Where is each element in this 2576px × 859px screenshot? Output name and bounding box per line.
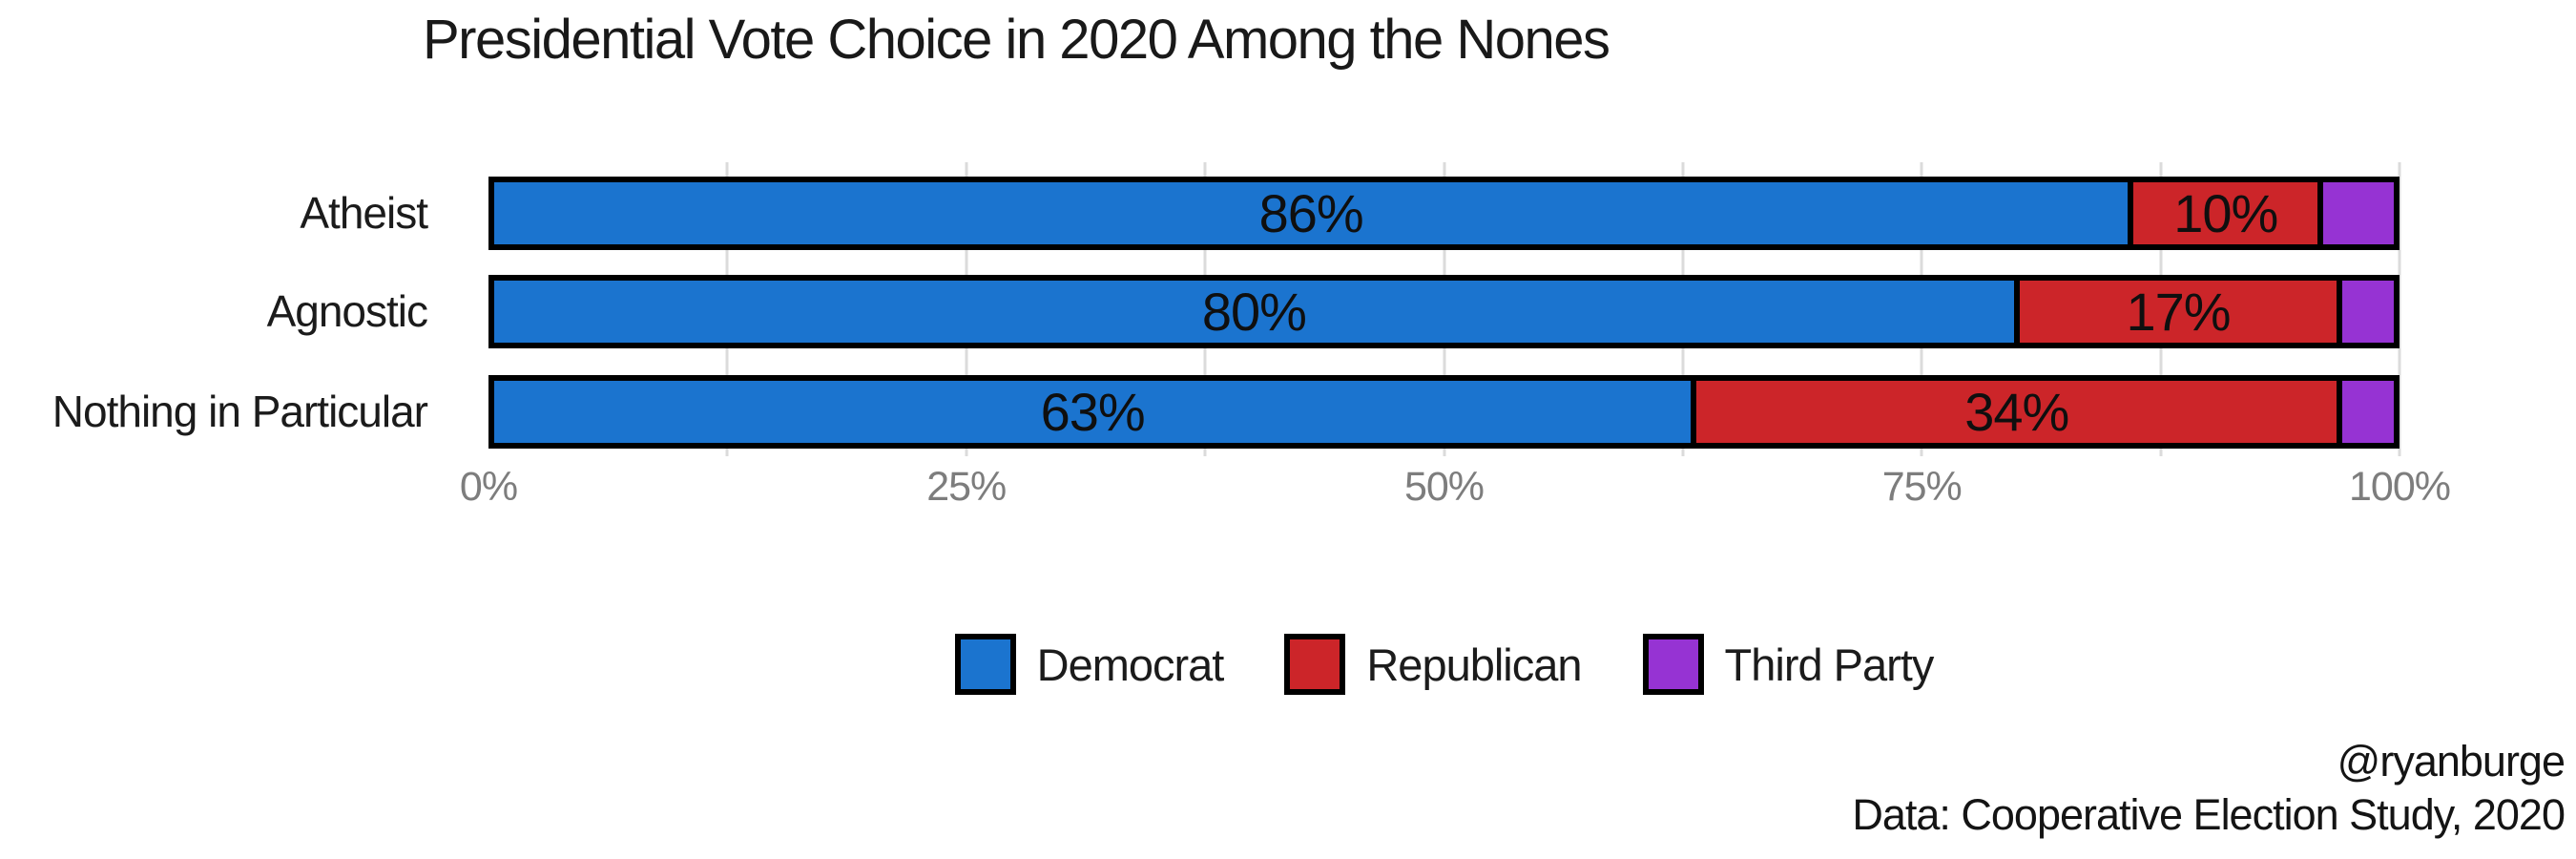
segment-value-label: 86% (1258, 182, 1364, 243)
bar-row-agnostic: Agnostic 80% 17% (0, 275, 2576, 348)
bar-row-nothing-in-particular: Nothing in Particular 63% 34% (0, 375, 2576, 449)
gridline-100 (2398, 162, 2401, 456)
chart-title: Presidential Vote Choice in 2020 Among t… (423, 9, 1610, 71)
bar-segment-democrat: 80% (494, 281, 2014, 343)
bar-segment-republican: 34% (1691, 381, 2337, 443)
category-label: Nothing in Particular (52, 387, 428, 436)
bar-segment-third-party (2337, 281, 2394, 343)
legend-swatch (1642, 634, 1704, 695)
caption: @ryanburge Data: Cooperative Election St… (1852, 735, 2566, 842)
segment-value-label: 63% (1040, 381, 1146, 442)
legend-item-republican: Republican (1284, 634, 1583, 695)
bar-segment-democrat: 63% (494, 381, 1692, 443)
bar-segment-third-party (2337, 381, 2394, 443)
bar-row-atheist: Atheist 86% 10% (0, 177, 2576, 250)
segment-value-label: 17% (2126, 281, 2231, 342)
legend-swatch (1284, 634, 1346, 695)
category-label: Atheist (300, 188, 428, 238)
segment-value-label: 34% (1964, 381, 2069, 442)
caption-handle: @ryanburge (2337, 737, 2566, 786)
bar-segment-democrat: 86% (494, 182, 2129, 244)
bar-segment-republican: 17% (2013, 281, 2337, 343)
legend-swatch (954, 634, 1016, 695)
x-tick-label-0: 0% (459, 464, 518, 510)
bar-track: 63% 34% (488, 375, 2399, 449)
category-label: Agnostic (266, 286, 428, 336)
caption-source: Data: Cooperative Election Study, 2020 (1852, 790, 2566, 839)
bar-segment-republican: 10% (2128, 182, 2318, 244)
legend-label: Third Party (1724, 639, 1935, 690)
legend-item-democrat: Democrat (954, 634, 1225, 695)
x-tick-label-100: 100% (2349, 464, 2451, 510)
x-tick-label-75: 75% (1881, 464, 1963, 510)
bar-segment-third-party (2317, 182, 2394, 244)
legend-label: Democrat (1036, 639, 1225, 690)
segment-value-label: 80% (1201, 281, 1307, 342)
x-tick-label-50: 50% (1403, 464, 1485, 510)
legend-label: Republican (1366, 639, 1582, 690)
segment-value-label: 10% (2173, 182, 2278, 243)
x-axis: 0% 25% 50% 75% 100% (460, 464, 2451, 512)
x-tick-label-25: 25% (926, 464, 1007, 510)
bar-track: 86% 10% (488, 177, 2399, 250)
legend: Democrat Republican Third Party (488, 634, 2399, 695)
legend-item-third-party: Third Party (1642, 634, 1935, 695)
bar-track: 80% 17% (488, 275, 2399, 348)
